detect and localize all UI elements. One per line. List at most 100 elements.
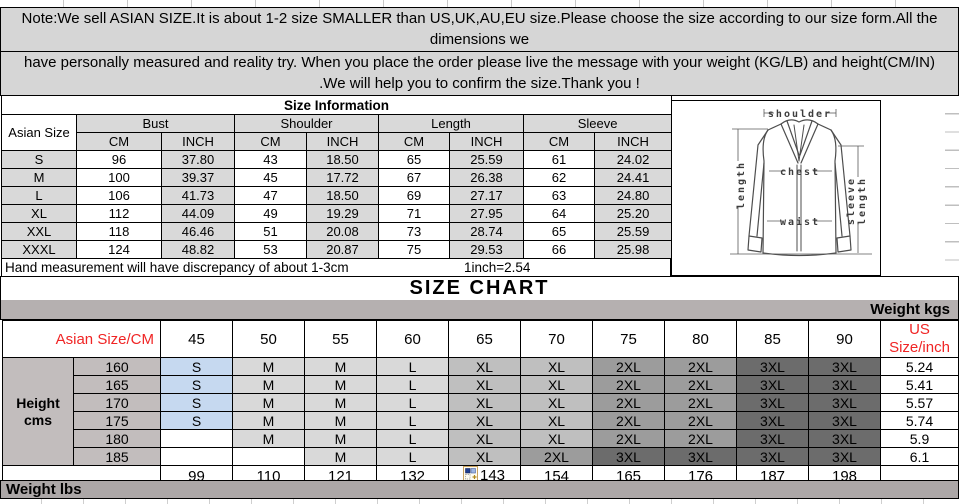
size-cell: S	[160, 375, 233, 394]
weight-kgs-label: Weight kgs	[870, 301, 950, 318]
value-cm: 124	[76, 240, 162, 259]
height-value: 170	[73, 393, 161, 412]
size-cell: M	[304, 375, 377, 394]
group-header-shoulder: Shoulder	[234, 114, 379, 133]
inch-conversion-note: 1inch=2.54	[464, 260, 531, 275]
size-label: L	[1, 186, 77, 205]
size-cell: XL	[520, 393, 593, 412]
measurement-footnote-row: Hand measurement will have discrepancy o…	[1, 258, 671, 277]
height-value: 180	[73, 429, 161, 448]
size-cell: XL	[520, 411, 593, 430]
size-cell: S	[160, 357, 233, 376]
size-cell: 2XL	[664, 411, 737, 430]
size-cell: 3XL	[664, 447, 737, 466]
value-inch: 44.09	[161, 204, 235, 223]
group-header-bust: Bust	[76, 114, 235, 133]
size-label: XXL	[1, 222, 77, 241]
group-header-length: Length	[378, 114, 524, 133]
size-cell: 2XL	[664, 375, 737, 394]
value-cm: 67	[378, 168, 450, 187]
size-cell	[232, 447, 305, 466]
us-size-value: 6.1	[880, 447, 959, 466]
size-cell: 3XL	[808, 393, 881, 412]
value-inch: 26.38	[449, 168, 524, 187]
value-cm: 106	[76, 186, 162, 205]
value-cm: 43	[234, 150, 307, 169]
size-label: XL	[1, 204, 77, 223]
value-cm: 66	[523, 240, 595, 259]
insert-options-icon[interactable]	[462, 466, 478, 486]
size-cell: L	[376, 375, 449, 394]
value-inch: 48.82	[161, 240, 235, 259]
size-cell: 3XL	[808, 447, 881, 466]
size-cell: XL	[448, 411, 521, 430]
note-banner-1: Note:We sell ASIAN SIZE.It is about 1-2 …	[0, 7, 959, 52]
unit-header-inch: INCH	[449, 132, 524, 151]
weight-column-header: 80	[664, 320, 737, 358]
value-inch: 29.53	[449, 240, 524, 259]
value-cm: 64	[523, 204, 595, 223]
sheet-gridlines-top	[0, 0, 959, 8]
size-cell: M	[304, 393, 377, 412]
size-label: M	[1, 168, 77, 187]
value-inch: 17.72	[306, 168, 379, 187]
height-value: 165	[73, 375, 161, 394]
value-cm: 65	[378, 150, 450, 169]
value-inch: 37.80	[161, 150, 235, 169]
weight-column-header: 55	[304, 320, 377, 358]
size-cell: 3XL	[808, 429, 881, 448]
weight-kgs-bar: Weight kgs	[0, 300, 959, 320]
size-cell: M	[232, 357, 305, 376]
size-cell: L	[376, 411, 449, 430]
sheet-gridlines-right	[945, 96, 959, 276]
size-cell: 3XL	[736, 429, 809, 448]
size-chart-title: SIZE CHART	[0, 276, 959, 301]
value-inch: 41.73	[161, 186, 235, 205]
waist-label: waist	[780, 216, 820, 228]
us-size-value: 5.57	[880, 393, 959, 412]
height-value: 185	[73, 447, 161, 466]
size-cell: 3XL	[592, 447, 665, 466]
size-cell: 3XL	[736, 375, 809, 394]
weight-column-header: 60	[376, 320, 449, 358]
size-cell: M	[304, 357, 377, 376]
value-inch: 27.95	[449, 204, 524, 223]
value-cm: 69	[378, 186, 450, 205]
size-cell: L	[376, 429, 449, 448]
length-label: length	[736, 161, 747, 209]
unit-header-inch: INCH	[593, 132, 673, 151]
value-cm: 75	[378, 240, 450, 259]
size-cell: XL	[448, 447, 521, 466]
us-size-header-line: US	[909, 321, 930, 339]
size-cell: 2XL	[664, 393, 737, 412]
size-cell: 3XL	[736, 357, 809, 376]
size-cell: 2XL	[592, 375, 665, 394]
size-cell: M	[232, 375, 305, 394]
us-size-value: 5.41	[880, 375, 959, 394]
height-value: 175	[73, 411, 161, 430]
size-cell: XL	[520, 357, 593, 376]
size-cell: M	[304, 447, 377, 466]
size-cell	[160, 447, 233, 466]
measurement-footnote: Hand measurement will have discrepancy o…	[5, 260, 349, 275]
weight-lbs-bar: Weight lbs	[0, 480, 959, 499]
us-size-value: 5.74	[880, 411, 959, 430]
size-cell: 2XL	[520, 447, 593, 466]
shirt-measurement-diagram: shoulder chest waist length sleeve lengt…	[671, 100, 881, 276]
value-inch: 46.46	[161, 222, 235, 241]
unit-header-cm: CM	[234, 132, 307, 151]
value-inch: 25.20	[593, 204, 673, 223]
size-cell	[160, 429, 233, 448]
value-inch: 20.87	[306, 240, 379, 259]
value-inch: 20.08	[306, 222, 379, 241]
value-inch: 39.37	[161, 168, 235, 187]
us-size-header-line: Size/inch	[889, 339, 950, 356]
size-cell: XL	[448, 393, 521, 412]
unit-header-inch: INCH	[161, 132, 235, 151]
value-cm: 63	[523, 186, 595, 205]
size-cell: 3XL	[808, 357, 881, 376]
value-cm: 100	[76, 168, 162, 187]
size-cell: M	[232, 429, 305, 448]
height-label-line: cms	[23, 411, 53, 428]
size-cell: XL	[520, 429, 593, 448]
